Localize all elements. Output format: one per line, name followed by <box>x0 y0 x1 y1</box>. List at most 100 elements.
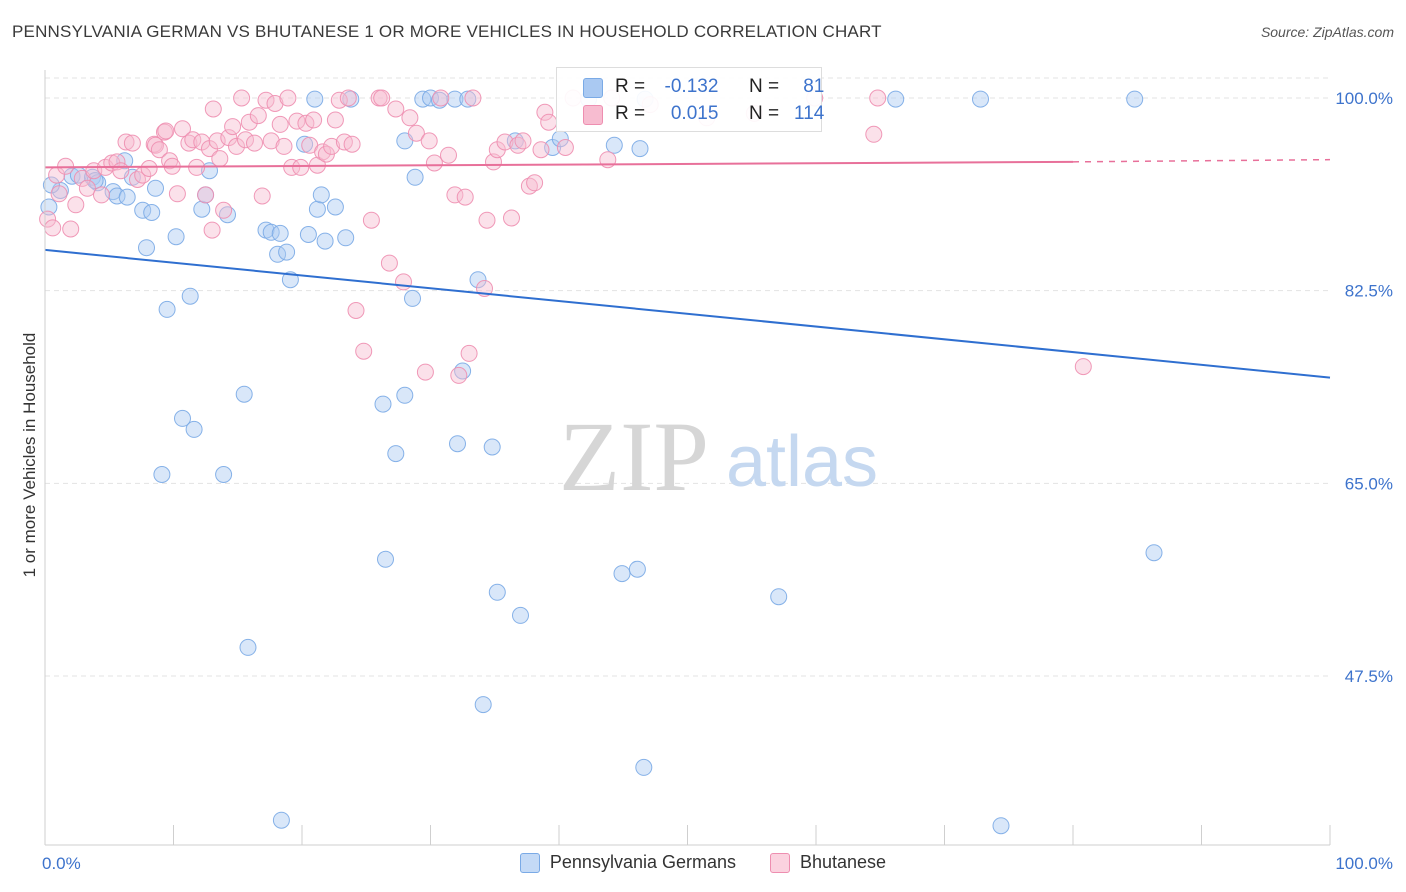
bhutanese-trendline-extension <box>1072 158 1331 163</box>
pennsylvania-german-point <box>1145 544 1163 562</box>
y-tick-label: 47.5% <box>1345 667 1393 686</box>
bhutanese-point <box>246 134 263 152</box>
bhutanese-point <box>305 111 323 129</box>
bhutanese-point <box>339 89 357 107</box>
pennsylvania-german-point <box>147 179 164 197</box>
bhutanese-point <box>401 109 419 127</box>
pennsylvania-german-point <box>235 385 253 403</box>
bhutanese-point <box>78 179 96 197</box>
bhutanese-point <box>157 122 175 140</box>
x-tick-label-min: 0.0% <box>42 854 81 873</box>
pennsylvania-german-point <box>449 435 466 453</box>
correlation-legend: R = -0.132 N = 81 R = 0.015 N = 114 <box>556 67 825 132</box>
r-label: R = <box>615 103 646 124</box>
pennsylvania-german-point <box>215 466 233 483</box>
watermark-zip: ZIP <box>559 401 709 512</box>
legend-row-pennsylvania-germans: R = -0.132 N = 81 <box>583 74 824 100</box>
n-value: 114 <box>794 103 825 124</box>
pennsylvania-german-point <box>459 90 477 108</box>
bhutanese-point <box>67 196 85 214</box>
pennsylvania-german-point <box>193 200 211 218</box>
bhutanese-point <box>93 186 110 204</box>
pennsylvania-german-point <box>446 90 464 108</box>
grid-layer <box>45 77 1330 677</box>
legend-item-pennsylvania-germans: Pennsylvania Germans <box>519 852 736 873</box>
pennsylvania-german-point <box>387 445 405 463</box>
bhutanese-point <box>514 132 532 150</box>
legend-swatch-pink <box>583 105 603 125</box>
pennsylvania-german-trendline <box>44 248 1331 379</box>
pennsylvania-german-point <box>972 90 989 108</box>
legend-swatch-blue <box>519 852 540 873</box>
bhutanese-point <box>224 118 242 136</box>
bhutanese-point <box>373 89 391 107</box>
pennsylvania-german-point <box>158 300 176 318</box>
pennsylvania-german-point <box>296 135 314 153</box>
bhutanese-point <box>44 219 62 237</box>
bhutanese-point <box>279 89 297 107</box>
bhutanese-point <box>203 221 221 239</box>
pennsylvania-german-point <box>469 271 487 289</box>
bhutanese-point <box>420 132 438 150</box>
pennsylvania-german-point <box>326 198 344 216</box>
bhutanese-point <box>387 100 405 118</box>
bhutanese-point <box>416 363 434 381</box>
pennsylvania-german-point <box>992 817 1010 835</box>
x-tick-label-max: 100.0% <box>1335 854 1393 873</box>
bhutanese-point <box>140 160 158 177</box>
pennsylvania-german-point <box>396 386 414 404</box>
pennsylvania-german-point <box>404 289 421 307</box>
bhutanese-point <box>503 209 520 227</box>
bhutanese-point <box>380 254 398 272</box>
bhutanese-point <box>496 133 514 151</box>
bhutanese-point <box>150 141 168 159</box>
n-value: 81 <box>803 76 825 97</box>
pennsylvania-german-point <box>312 186 330 204</box>
pennsylvania-german-point <box>308 200 326 218</box>
pennsylvania-german-point <box>138 239 155 257</box>
bhutanese-point <box>237 131 254 149</box>
bhutanese-point <box>156 123 173 141</box>
watermark-atlas: atlas <box>726 422 878 502</box>
r-label: R = <box>615 76 646 97</box>
bhutanese-point <box>174 120 191 138</box>
bhutanese-point <box>253 187 271 205</box>
bhutanese-point <box>262 132 280 150</box>
bhutanese-point <box>168 185 186 203</box>
pennsylvania-german-point <box>887 90 905 108</box>
chart-title: PENNSYLVANIA GERMAN VS BHUTANESE 1 OR MO… <box>12 22 882 41</box>
bhutanese-point <box>50 185 68 203</box>
y-tick-label: 65.0% <box>1345 474 1393 493</box>
n-label: N = <box>748 76 780 97</box>
watermark: ZIP atlas <box>559 401 878 512</box>
pennsylvania-german-point <box>174 409 191 427</box>
pennsylvania-german-point <box>143 204 161 221</box>
bhutanese-point <box>1074 358 1092 376</box>
pennsylvania-german-point <box>185 420 203 438</box>
bhutanese-point <box>446 186 464 204</box>
pennsylvania-german-point <box>483 438 501 456</box>
legend-label: Bhutanese <box>800 852 887 872</box>
r-value: 0.015 <box>670 103 719 124</box>
bhutanese-point <box>211 150 229 168</box>
pennsylvania-german-point <box>635 758 653 776</box>
bhutanese-point <box>347 302 365 319</box>
legend-label: Pennsylvania Germans <box>549 852 736 872</box>
bhutanese-point <box>283 158 301 176</box>
legend-item-bhutanese: Bhutanese <box>770 852 886 873</box>
bhutanese-point <box>536 103 554 121</box>
bhutanese-point <box>425 154 443 172</box>
r-value: -0.132 <box>664 76 719 97</box>
bhutanese-point <box>123 134 141 152</box>
bhutanese-point <box>865 125 883 143</box>
pennsylvania-german-point <box>153 466 171 483</box>
bhutanese-point <box>257 91 275 109</box>
pennsylvania-german-point <box>299 226 317 243</box>
bhutanese-point <box>343 135 361 153</box>
bhutanese-point <box>869 89 887 107</box>
series-legend: Pennsylvania Germans Bhutanese <box>0 852 1406 873</box>
bhutanese-point <box>520 177 538 195</box>
legend-swatch-blue <box>583 78 603 98</box>
bhutanese-point <box>323 137 341 155</box>
